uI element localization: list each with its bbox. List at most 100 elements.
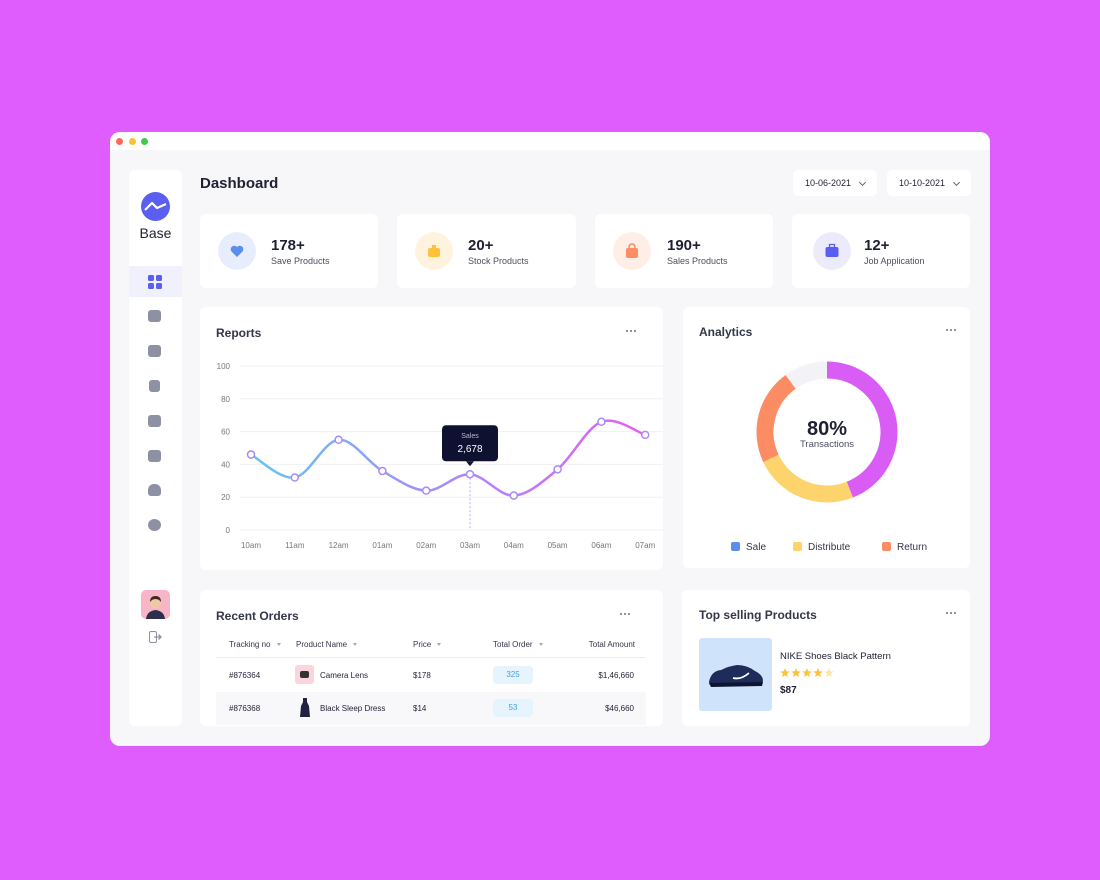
rating: [780, 668, 834, 678]
legend-swatch: [882, 542, 891, 551]
sales-line: [250, 419, 646, 497]
point: [378, 466, 387, 476]
menu-dots[interactable]: [619, 612, 631, 616]
column-header[interactable]: Price: [413, 640, 441, 649]
logo: [141, 192, 170, 221]
table-row[interactable]: #876364 Camera Lens $178 325 $1,46,660: [216, 658, 646, 691]
stat-icon: [813, 232, 851, 270]
product-name: NIKE Shoes Black Pattern: [780, 651, 891, 662]
x-tick-label: 05am: [548, 541, 568, 550]
stat-label: Sales Products: [667, 256, 728, 266]
stat-icon: [218, 232, 256, 270]
order-pill: 53: [493, 699, 533, 717]
point: [246, 450, 256, 459]
nav-icon[interactable]: [148, 345, 161, 357]
stat-label: Save Products: [271, 256, 330, 266]
nav-icon[interactable]: [148, 310, 161, 322]
product-price: $87: [780, 685, 797, 696]
tooltip-value: 2,678: [457, 444, 482, 455]
stat-value: 20+: [468, 237, 494, 254]
tooltip-box: [442, 425, 498, 462]
x-tick-label: 04am: [504, 541, 524, 550]
column-header[interactable]: Product Name: [296, 640, 357, 649]
cell: $46,660: [605, 704, 634, 713]
card-title: Top selling Products: [699, 608, 817, 622]
stat-card: 178+ Save Products: [200, 214, 378, 288]
column-header[interactable]: Total Amount: [588, 640, 635, 649]
donut-arc: [826, 361, 898, 498]
menu-dots[interactable]: [945, 611, 957, 615]
menu-dots[interactable]: [945, 328, 957, 332]
sidebar: Base: [129, 170, 182, 726]
nav-icon[interactable]: [148, 415, 161, 427]
stat-icon: [415, 232, 453, 270]
nav-icon: [148, 275, 162, 289]
page-title: Dashboard: [200, 175, 279, 192]
product-image: [699, 638, 772, 711]
logout-icon[interactable]: [149, 631, 162, 643]
x-tick-label: 07am: [635, 541, 655, 550]
app-window: Base Dashboard 10-06-2021 10-10-2021: [110, 132, 990, 746]
donut-center-value: 80%: [807, 418, 847, 440]
legend-label: Return: [897, 542, 927, 553]
x-tick-label: 03am: [460, 541, 480, 550]
tooltip-label: Sales: [461, 433, 479, 440]
nav-icon[interactable]: [148, 519, 161, 531]
legend-swatch: [793, 542, 802, 551]
table-row[interactable]: #876368 Black Sleep Dress $14 53 $46,660: [216, 692, 646, 725]
legend-label: Sale: [746, 542, 766, 553]
donut-center-label: Transactions: [800, 439, 854, 450]
card-title: Analytics: [699, 325, 753, 339]
cell: Black Sleep Dress: [320, 704, 386, 713]
star: [791, 668, 801, 678]
min-dot[interactable]: [129, 138, 136, 145]
point: [597, 417, 606, 427]
analytics-card: Analytics 80% Transactions Sale Distribute R…: [683, 307, 970, 568]
nav-active[interactable]: [129, 266, 182, 297]
x-tick-label: 01am: [372, 541, 392, 550]
stat-label: Job Application: [864, 256, 925, 266]
brand: Base: [139, 225, 172, 241]
title-bar: [110, 132, 990, 150]
date-to[interactable]: 10-10-2021: [887, 170, 971, 196]
column-header[interactable]: Tracking no: [229, 640, 281, 649]
cell: Camera Lens: [320, 671, 369, 680]
stat-value: 190+: [667, 237, 701, 254]
card-title: Recent Orders: [216, 609, 299, 623]
divider: [216, 657, 646, 658]
cell: $1,46,660: [598, 671, 634, 680]
menu-dots[interactable]: [625, 329, 637, 333]
stat-card: 12+ Job Application: [792, 214, 970, 288]
x-tick-label: 06am: [591, 541, 611, 550]
point: [553, 465, 562, 474]
star: [780, 668, 790, 678]
donut-arc: [763, 454, 853, 503]
nav-icon[interactable]: [148, 484, 161, 496]
point: [465, 469, 475, 479]
top-selling-card: Top selling Products NIKE Shoes Black Pa…: [682, 590, 970, 726]
y-tick-label: 80: [221, 395, 230, 404]
reports-card: Reports 0 20 40 60 80 100 10am 11am 12am 01am 02am…: [200, 307, 663, 570]
close-dot[interactable]: [116, 138, 123, 145]
star: [824, 668, 834, 678]
nav-icon[interactable]: [149, 380, 160, 392]
stat-label: Stock Products: [468, 256, 529, 266]
point: [509, 491, 519, 500]
donut-chart: 80%Transactions Sale Distribute Return: [731, 361, 927, 553]
tooltip-tip: [466, 461, 474, 467]
column-header[interactable]: Total Order: [493, 640, 543, 649]
star: [802, 668, 812, 678]
star: [813, 668, 823, 678]
cell: $14: [413, 704, 427, 713]
stat-icon: [613, 232, 651, 270]
point: [334, 435, 343, 445]
order-pill: 325: [493, 666, 533, 684]
date-from[interactable]: 10-06-2021: [793, 170, 877, 196]
nav-icon[interactable]: [148, 450, 161, 462]
max-dot[interactable]: [141, 138, 148, 145]
tooltip: Sales 2,678: [442, 425, 498, 467]
card-title: Reports: [216, 326, 262, 340]
x-tick-label: 11am: [285, 541, 305, 550]
avatar[interactable]: [141, 590, 170, 619]
